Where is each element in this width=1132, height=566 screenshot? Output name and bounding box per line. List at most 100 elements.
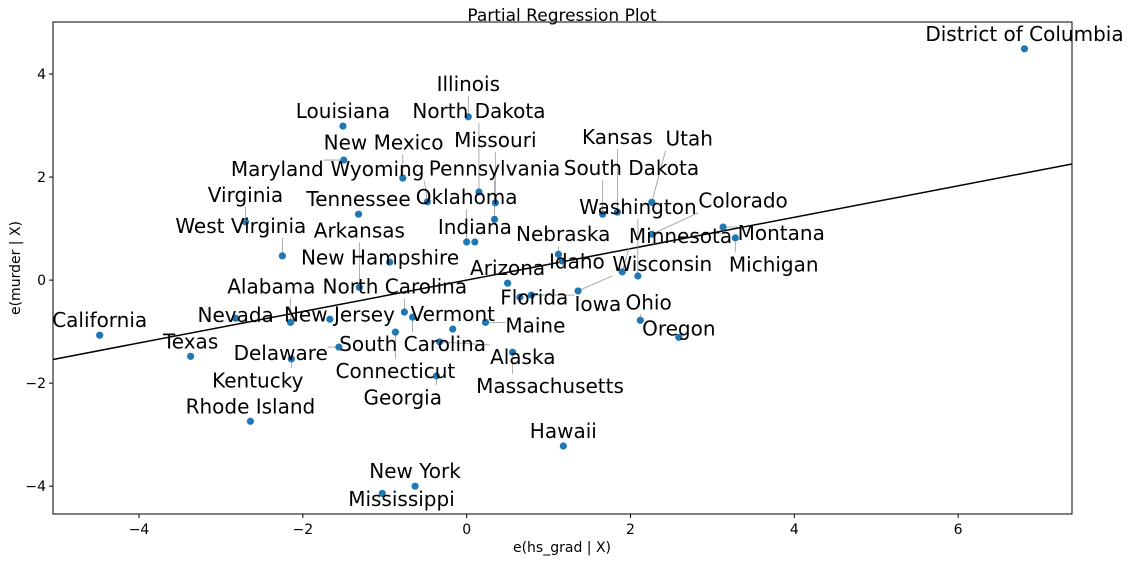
point-label: North Carolina (323, 275, 468, 299)
data-point (1020, 45, 1029, 53)
data-point (471, 238, 479, 246)
point-label: Wyoming (331, 157, 425, 181)
point-label: Arkansas (314, 218, 405, 242)
data-point (411, 482, 419, 490)
point-label: Kansas (582, 125, 653, 149)
point-label: Hawaii (530, 419, 597, 443)
point-label: Mississippi (348, 487, 455, 511)
label-leader-line (621, 247, 630, 272)
data-point (287, 355, 295, 363)
point-label: Connecticut (336, 359, 456, 383)
point-label: New Jersey (284, 303, 395, 327)
point-label: Kentucky (212, 368, 303, 392)
point-label: Iowa (575, 292, 622, 316)
point-label: Maryland (231, 157, 324, 181)
point-label: North Dakota (412, 99, 545, 123)
data-point (636, 316, 644, 324)
data-point (286, 318, 295, 326)
plot-area: Indiana Arizona Nebraska Idaho Vermont Oklaho… (52, 22, 1123, 511)
data-point (475, 188, 483, 196)
data-point (463, 238, 471, 246)
point-label: Alabama (227, 275, 315, 299)
point-label: New Hampshire (301, 245, 459, 269)
point-label: Oregon (642, 316, 715, 340)
data-point (96, 331, 104, 339)
point-label: Michigan (729, 252, 819, 276)
point-label: Florida (500, 286, 568, 310)
data-point (386, 258, 394, 266)
data-point (432, 372, 440, 380)
data-point (481, 318, 490, 326)
data-point (408, 313, 417, 321)
x-tick-label: −4 (129, 522, 150, 538)
data-point (508, 348, 517, 356)
data-point (464, 113, 472, 121)
point-label: Virginia (208, 183, 283, 207)
y-tick-label: 2 (37, 170, 46, 186)
point-label: Tennessee (305, 187, 410, 211)
data-point (618, 268, 626, 276)
data-point (490, 215, 499, 223)
point-label: Vermont (410, 302, 495, 326)
y-axis-label: e(murder | X) (8, 221, 24, 315)
point-label: Wisconsin (612, 252, 712, 276)
label-leader-line (651, 150, 666, 203)
data-point (504, 279, 512, 287)
point-label: Louisiana (296, 99, 390, 123)
point-label: District of Columbia (925, 22, 1123, 46)
data-point (648, 198, 656, 206)
data-points (96, 45, 1029, 497)
point-label: Rhode Island (186, 394, 316, 418)
point-label: Nebraska (516, 222, 610, 246)
x-tick-label: −2 (293, 522, 314, 538)
point-label: Utah (666, 127, 713, 151)
point-label: Maine (505, 313, 565, 337)
point-label: California (52, 308, 147, 332)
x-axis-label: e(hs_grad | X) (513, 540, 611, 556)
x-tick-label: 2 (626, 522, 635, 538)
data-point (354, 210, 363, 218)
label-leader-line (651, 212, 699, 235)
x-tick-label: 6 (954, 522, 963, 538)
point-label: Indiana (438, 215, 512, 239)
data-point (391, 328, 399, 336)
data-point (355, 283, 363, 291)
data-point (574, 287, 582, 295)
point-label: Washington (579, 195, 697, 219)
data-point (326, 315, 334, 323)
y-tick-label: 0 (37, 273, 46, 289)
chart-title: Partial Regression Plot (467, 6, 657, 26)
point-label: Illinois (437, 72, 500, 96)
point-label: Georgia (364, 385, 442, 409)
point-label: Alaska (490, 345, 555, 369)
data-point (558, 257, 567, 265)
data-point (246, 417, 255, 425)
data-point (731, 234, 739, 242)
x-tick-label: 4 (790, 522, 799, 538)
data-point (634, 272, 642, 280)
label-leader-line (439, 341, 491, 346)
data-point (278, 252, 286, 260)
point-label: Ohio (626, 290, 672, 314)
point-label: New Mexico (324, 130, 444, 154)
data-point (491, 199, 499, 207)
label-leader-line (577, 275, 613, 292)
data-point (554, 250, 563, 258)
point-label: South Carolina (339, 332, 486, 356)
data-point (675, 333, 683, 341)
point-label: Minnesota (629, 224, 732, 248)
data-point (423, 198, 431, 206)
data-point (449, 325, 457, 333)
point-label: Colorado (698, 189, 787, 213)
point-label: Texas (162, 329, 218, 353)
point-label: Missouri (454, 128, 536, 152)
point-labels: Indiana Arizona Nebraska Idaho Vermont Oklaho… (52, 22, 1123, 511)
data-point (613, 208, 621, 216)
point-label: Nevada (198, 303, 274, 327)
point-label: Arizona (470, 256, 545, 280)
data-point (559, 442, 567, 450)
y-tick-label: −2 (25, 376, 46, 392)
point-label: Delaware (234, 341, 328, 365)
point-label: New York (369, 459, 461, 483)
